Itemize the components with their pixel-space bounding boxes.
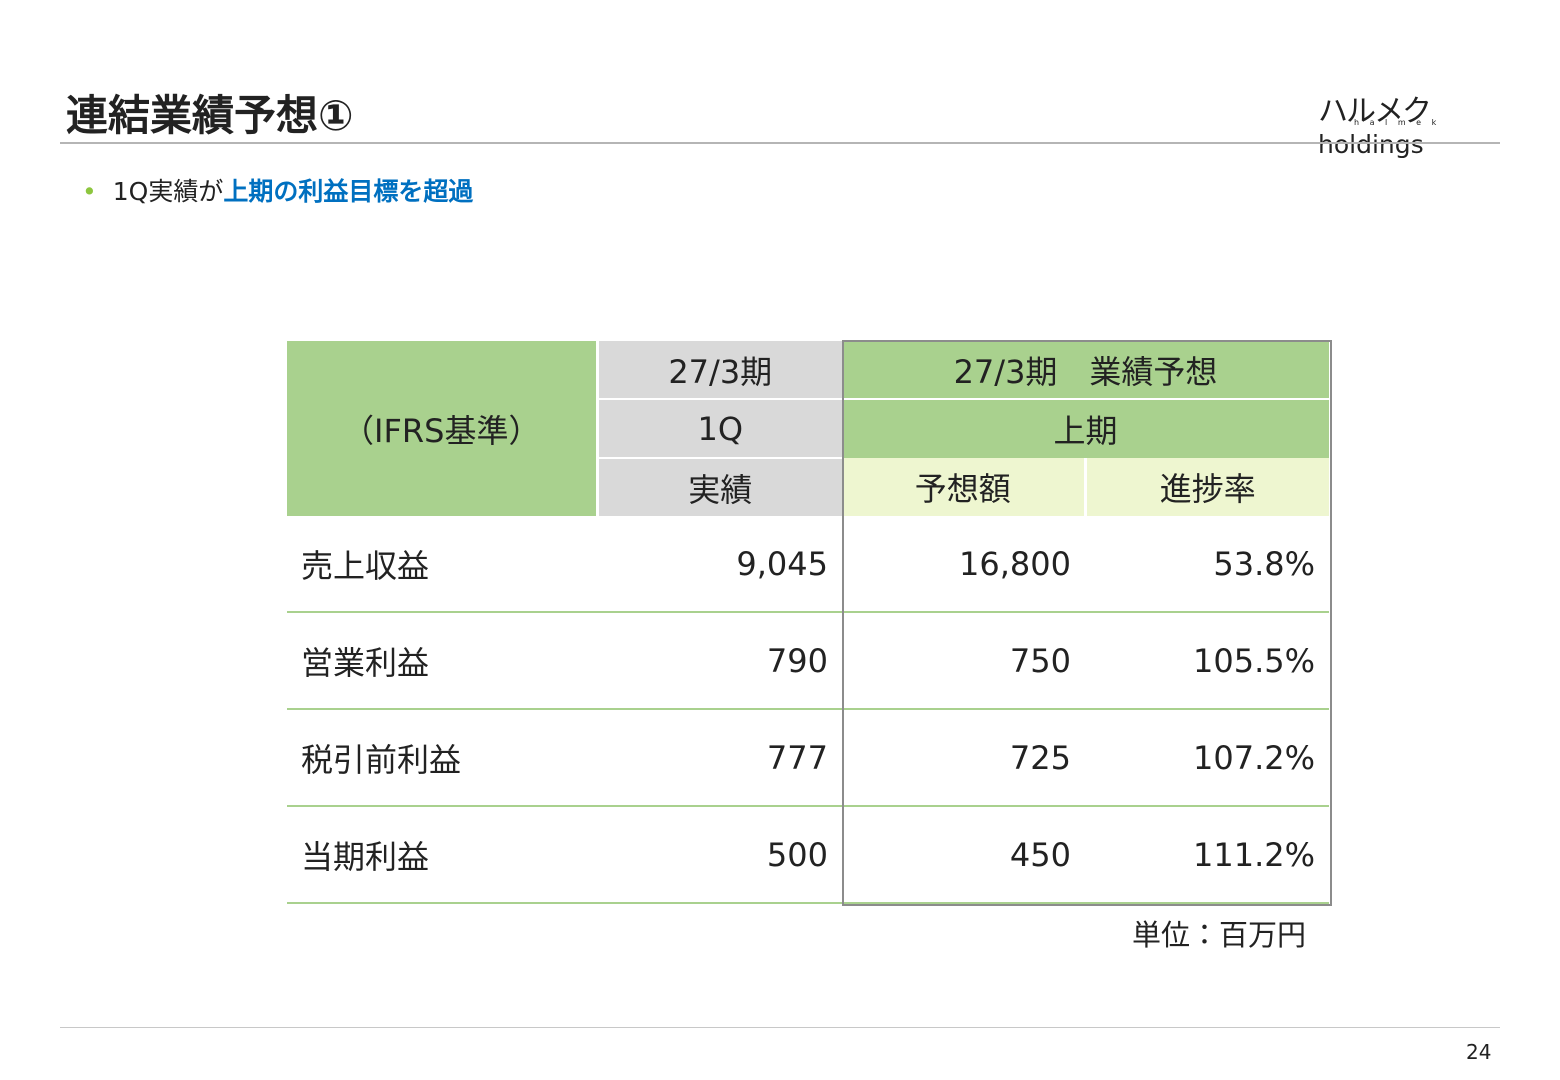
- logo-sub: h a l m e k: [1354, 118, 1441, 127]
- cell: 9,045: [597, 516, 842, 613]
- unit-note: 単位：百万円: [1132, 918, 1307, 952]
- table-row: 当期利益 500 450 111.2%: [287, 806, 1329, 904]
- cell: 111.2%: [1085, 806, 1329, 904]
- page-number: 24: [1466, 1040, 1492, 1064]
- title: 連結業績予想①: [66, 91, 354, 140]
- logo: ハルメクholdings h a l m e k: [1318, 86, 1533, 159]
- bullet-highlight: 上期の利益目標を超過: [223, 177, 474, 206]
- cell: 105.5%: [1085, 612, 1329, 710]
- cell: 16,800: [842, 516, 1085, 613]
- bullet-lead: 1Q実績が: [112, 177, 224, 206]
- cell: 725: [842, 709, 1085, 807]
- row-label: 営業利益: [287, 612, 597, 710]
- row-label: 当期利益: [287, 806, 597, 904]
- cell: 750: [842, 612, 1085, 710]
- bullet-dot: •: [82, 177, 97, 206]
- header-cell: （IFRS基準）: [287, 341, 599, 516]
- cell: 500: [597, 806, 842, 904]
- header-cell: 進捗率: [1085, 458, 1329, 516]
- header-cell: 27/3期: [597, 341, 842, 400]
- results-table: （IFRS基準） 27/3期 27/3期 業績予想 1Q 上期 実績 予想額 進捗率 売上…: [287, 341, 1329, 904]
- cell: 53.8%: [1085, 516, 1329, 613]
- table-body: 売上収益 9,045 16,800 53.8% 営業利益 790 750 105.5% 税引前利…: [287, 516, 1329, 904]
- cell: 777: [597, 709, 842, 807]
- logo-brand: ハルメク: [1318, 94, 1432, 129]
- cell: 450: [842, 806, 1085, 904]
- logo-suffix: holdings: [1318, 130, 1424, 159]
- header-cell: 予想額: [842, 458, 1087, 516]
- table-row: 売上収益 9,045 16,800 53.8%: [287, 516, 1329, 613]
- header-cell: 実績: [597, 458, 842, 516]
- row-label: 税引前利益: [287, 709, 597, 807]
- cell: 107.2%: [1085, 709, 1329, 807]
- table-row: 税引前利益 777 725 107.2%: [287, 709, 1329, 807]
- header-cell: 27/3期 業績予想: [842, 341, 1329, 400]
- table-row: 営業利益 790 750 105.5%: [287, 612, 1329, 710]
- bullet: • 1Q実績が上期の利益目標を超過: [82, 172, 473, 208]
- header-cell: 上期: [842, 399, 1329, 458]
- header-cell: 1Q: [597, 399, 842, 459]
- cell: 790: [597, 612, 842, 710]
- divider: [60, 142, 1500, 144]
- divider: [60, 1027, 1500, 1028]
- row-label: 売上収益: [287, 516, 597, 613]
